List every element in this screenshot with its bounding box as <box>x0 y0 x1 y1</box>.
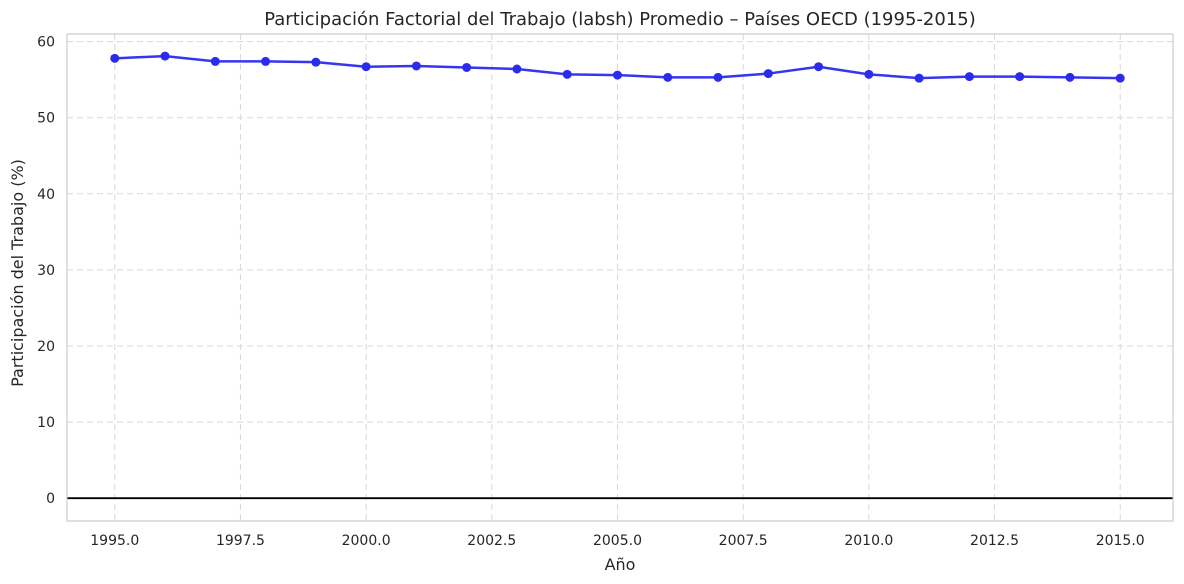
grid <box>67 34 1173 521</box>
y-tick-label: 50 <box>37 111 55 127</box>
plot-frame <box>66 33 1174 522</box>
x-tick-label: 2012.5 <box>970 533 1019 549</box>
y-tick-label: 60 <box>37 35 55 51</box>
data-point <box>713 72 723 82</box>
data-point <box>1115 73 1125 83</box>
x-tick-label: 2000.0 <box>342 533 391 549</box>
y-tick-label: 30 <box>37 263 55 279</box>
data-point <box>261 56 271 66</box>
data-point <box>663 72 673 82</box>
data-point <box>763 69 773 79</box>
data-point <box>512 64 522 74</box>
x-tick-label: 1997.5 <box>216 533 265 549</box>
data-point <box>110 53 120 63</box>
x-axis-label: Año <box>605 555 636 574</box>
data-point <box>1015 72 1025 82</box>
data-point <box>160 51 170 61</box>
tick-labels: 1995.0 1997.5 2000.0 2002.5 2005.0 2007.5 2010… <box>37 35 1145 549</box>
x-tick-label: 2015.0 <box>1096 533 1145 549</box>
y-axis-label: Participación del Trabajo (%) <box>8 159 27 387</box>
data-point <box>210 56 220 66</box>
data-point <box>361 62 371 72</box>
chart-title: Participación Factorial del Trabajo (lab… <box>264 9 976 30</box>
x-tick-label: 2010.0 <box>844 533 893 549</box>
x-tick-label: 2007.5 <box>719 533 768 549</box>
data-point <box>1065 72 1075 82</box>
data-point <box>814 62 824 72</box>
data-point <box>562 69 572 79</box>
data-point <box>311 57 321 67</box>
y-tick-label: 10 <box>37 415 55 431</box>
series-group <box>110 51 1125 83</box>
data-point <box>864 69 874 79</box>
data-point <box>612 70 622 80</box>
y-tick-label: 40 <box>37 187 55 203</box>
data-point <box>964 72 974 82</box>
x-tick-label: 2005.0 <box>593 533 642 549</box>
x-tick-label: 1995.0 <box>90 533 139 549</box>
y-tick-label: 0 <box>46 491 55 507</box>
data-point <box>914 73 924 83</box>
data-point <box>462 62 472 72</box>
y-tick-label: 20 <box>37 339 55 355</box>
data-point <box>411 61 421 71</box>
x-tick-label: 2002.5 <box>467 533 516 549</box>
